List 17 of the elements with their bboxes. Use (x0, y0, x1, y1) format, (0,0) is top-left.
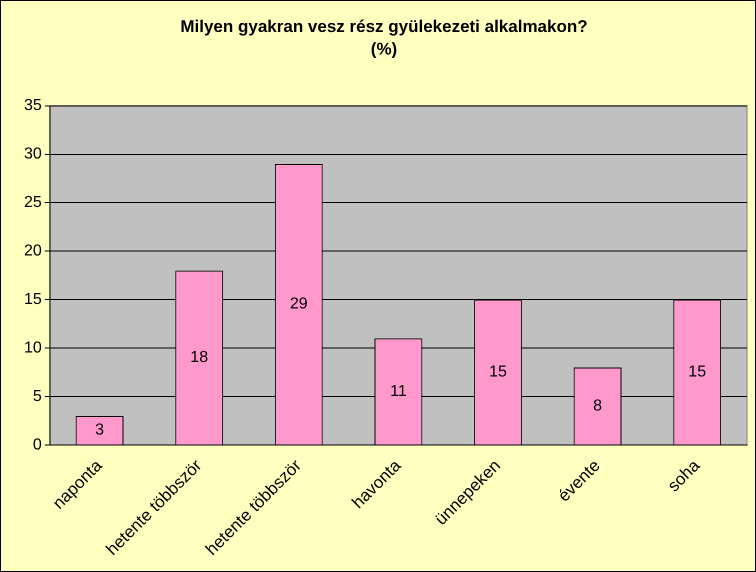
data-label: 15 (489, 363, 507, 380)
data-label: 8 (593, 397, 602, 414)
y-tick-label: 35 (24, 97, 42, 114)
y-tick-label: 5 (32, 388, 42, 405)
data-label: 11 (390, 382, 407, 400)
data-label: 29 (290, 296, 308, 313)
y-tick-label: 20 (24, 242, 42, 260)
chart-title: Milyen gyakran vesz rész gyülekezeti alkalmakon? (180, 16, 588, 36)
data-label: 18 (190, 348, 208, 366)
y-tick-label: 10 (24, 340, 42, 357)
data-label: 3 (95, 422, 104, 439)
chart-subtitle: (%) (370, 39, 398, 58)
y-tick-label: 0 (32, 436, 42, 454)
y-tick-label: 15 (24, 291, 42, 308)
y-tick-label: 25 (24, 194, 42, 212)
data-label: 15 (688, 363, 706, 380)
y-tick-label: 30 (24, 146, 42, 163)
